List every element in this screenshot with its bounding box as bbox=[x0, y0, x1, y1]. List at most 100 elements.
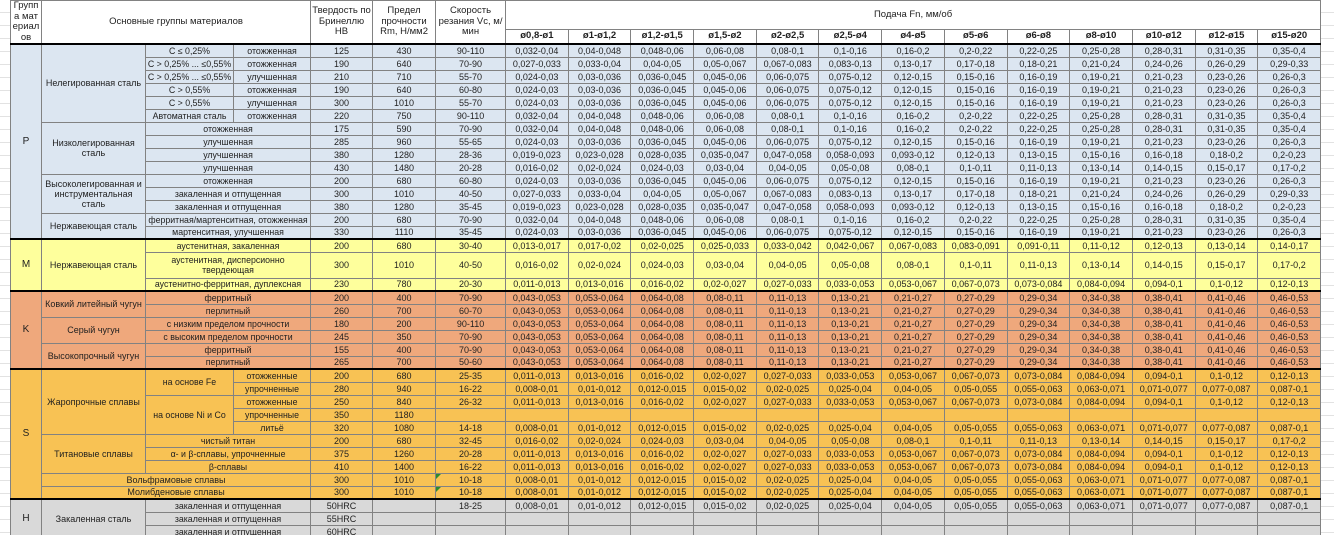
feed-cell[interactable]: 0,093-0,12 bbox=[881, 199, 945, 214]
header-feed-diameter[interactable]: ø2-ø2,5 bbox=[755, 28, 820, 45]
feed-cell[interactable]: 0,011-0,013 bbox=[505, 394, 569, 409]
feed-cell[interactable]: 0,032-0,04 bbox=[505, 212, 569, 227]
feed-cell[interactable]: 0,075-0,12 bbox=[818, 95, 883, 110]
feed-cell[interactable]: 0,02-0,025 bbox=[755, 498, 820, 513]
feed-cell[interactable]: 0,1-0,16 bbox=[818, 43, 883, 58]
feed-cell[interactable]: 0,29-0,34 bbox=[1006, 303, 1071, 318]
speed-cell[interactable]: 20-28 bbox=[435, 160, 507, 175]
feed-cell[interactable]: 0,05-0,08 bbox=[818, 160, 883, 175]
feed-cell[interactable]: 0,2-0,22 bbox=[943, 121, 1008, 136]
feed-cell[interactable]: 0,047-0,058 bbox=[755, 147, 820, 162]
feed-cell[interactable]: 0,016-0,02 bbox=[505, 433, 569, 448]
feed-cell[interactable]: 0,08-0,11 bbox=[693, 316, 757, 331]
feed-cell[interactable]: 0,094-0,1 bbox=[1131, 277, 1196, 292]
speed-cell[interactable]: 35-45 bbox=[435, 225, 507, 240]
feed-cell[interactable]: 0,05-0,055 bbox=[943, 498, 1008, 513]
speed-cell[interactable]: 90-110 bbox=[435, 316, 507, 331]
feed-cell[interactable]: 0,05-0,067 bbox=[693, 56, 757, 71]
feed-cell[interactable] bbox=[630, 524, 695, 535]
strength-cell[interactable]: 780 bbox=[372, 277, 437, 292]
feed-cell[interactable]: 0,11-0,13 bbox=[1006, 433, 1071, 448]
feed-cell[interactable]: 0,043-0,053 bbox=[505, 355, 569, 370]
group-letter-cell[interactable]: M bbox=[10, 238, 42, 292]
feed-cell[interactable]: 0,27-0,29 bbox=[943, 342, 1008, 357]
feed-cell[interactable]: 0,23-0,26 bbox=[1194, 134, 1259, 149]
feed-cell[interactable] bbox=[1069, 407, 1133, 422]
header-feed-diameter[interactable]: ø1-ø1,2 bbox=[567, 28, 632, 45]
feed-cell[interactable]: 0,024-0,03 bbox=[630, 160, 695, 175]
hardness-cell[interactable]: 410 bbox=[310, 459, 374, 474]
hardness-cell[interactable]: 175 bbox=[310, 121, 374, 136]
header-main-material-groups[interactable]: Основные группы материалов bbox=[40, 0, 312, 45]
hardness-cell[interactable]: 300 bbox=[310, 485, 374, 500]
feed-cell[interactable]: 0,19-0,21 bbox=[1069, 225, 1133, 240]
speed-cell[interactable]: 70-90 bbox=[435, 290, 507, 305]
feed-cell[interactable]: 0,46-0,53 bbox=[1257, 303, 1322, 318]
feed-cell[interactable]: 0,04-0,05 bbox=[630, 56, 695, 71]
feed-cell[interactable]: 0,094-0,1 bbox=[1131, 368, 1196, 383]
feed-cell[interactable]: 0,28-0,31 bbox=[1131, 43, 1196, 58]
feed-cell[interactable]: 0,02-0,025 bbox=[755, 381, 820, 396]
feed-cell[interactable]: 0,26-0,3 bbox=[1257, 82, 1322, 97]
feed-cell[interactable]: 0,027-0,033 bbox=[755, 368, 820, 383]
speed-cell[interactable]: 40-50 bbox=[435, 251, 507, 279]
subgroup-cell[interactable]: закаленная и отпущенная bbox=[144, 524, 312, 535]
hardness-cell[interactable]: 320 bbox=[310, 420, 374, 435]
feed-cell[interactable]: 0,01-0,012 bbox=[567, 420, 632, 435]
feed-cell[interactable]: 0,011-0,013 bbox=[505, 368, 569, 383]
feed-cell[interactable]: 0,032-0,04 bbox=[505, 43, 569, 58]
feed-cell[interactable] bbox=[1006, 511, 1071, 526]
feed-cell[interactable]: 0,053-0,067 bbox=[881, 459, 945, 474]
feed-cell[interactable]: 0,13-0,21 bbox=[818, 355, 883, 370]
feed-cell[interactable]: 0,17-0,2 bbox=[1257, 433, 1322, 448]
header-feed-diameter[interactable]: ø4-ø5 bbox=[881, 28, 945, 45]
feed-cell[interactable]: 0,19-0,21 bbox=[1069, 82, 1133, 97]
feed-cell[interactable]: 0,06-0,075 bbox=[755, 82, 820, 97]
feed-cell[interactable]: 0,17-0,2 bbox=[1257, 251, 1322, 279]
feed-cell[interactable]: 0,043-0,053 bbox=[505, 329, 569, 344]
feed-cell[interactable]: 0,25-0,28 bbox=[1069, 121, 1133, 136]
feed-cell[interactable]: 0,04-0,048 bbox=[567, 121, 632, 136]
feed-cell[interactable]: 0,19-0,21 bbox=[1069, 95, 1133, 110]
speed-cell[interactable]: 16-22 bbox=[435, 459, 507, 474]
speed-cell[interactable]: 90-110 bbox=[435, 108, 507, 123]
hardness-cell[interactable]: 350 bbox=[310, 407, 374, 422]
feed-cell[interactable]: 0,03-0,036 bbox=[567, 95, 632, 110]
feed-cell[interactable]: 0,012-0,015 bbox=[630, 381, 695, 396]
feed-cell[interactable]: 0,063-0,071 bbox=[1069, 381, 1133, 396]
subgroup-cell[interactable]: закаленная и отпущенная bbox=[144, 498, 312, 513]
feed-cell[interactable]: 0,094-0,1 bbox=[1131, 394, 1196, 409]
feed-cell[interactable]: 0,38-0,41 bbox=[1131, 303, 1196, 318]
strength-cell[interactable] bbox=[372, 524, 437, 535]
material-cell[interactable]: Низколегированная сталь bbox=[41, 121, 146, 175]
speed-cell[interactable]: 26-32 bbox=[435, 394, 507, 409]
material-cell[interactable]: Молибденовые сплавы bbox=[40, 485, 312, 500]
strength-cell[interactable]: 1280 bbox=[372, 147, 437, 162]
feed-cell[interactable]: 0,06-0,08 bbox=[693, 212, 757, 227]
feed-cell[interactable] bbox=[881, 511, 945, 526]
feed-cell[interactable]: 0,19-0,21 bbox=[1069, 134, 1133, 149]
feed-cell[interactable]: 0,02-0,024 bbox=[567, 160, 632, 175]
feed-cell[interactable]: 0,087-0,1 bbox=[1257, 420, 1322, 435]
feed-cell[interactable]: 0,036-0,045 bbox=[630, 225, 695, 240]
feed-cell[interactable]: 0,03-0,036 bbox=[567, 69, 632, 84]
feed-cell[interactable]: 0,11-0,13 bbox=[755, 355, 820, 370]
feed-cell[interactable]: 0,06-0,075 bbox=[755, 95, 820, 110]
feed-cell[interactable]: 0,033-0,042 bbox=[755, 238, 820, 253]
feed-cell[interactable]: 0,033-0,04 bbox=[567, 186, 632, 201]
feed-cell[interactable]: 0,26-0,29 bbox=[1194, 186, 1259, 201]
feed-cell[interactable]: 0,015-0,02 bbox=[693, 498, 757, 513]
feed-cell[interactable] bbox=[755, 407, 820, 422]
feed-cell[interactable]: 0,06-0,075 bbox=[755, 69, 820, 84]
feed-cell[interactable]: 0,067-0,073 bbox=[943, 277, 1008, 292]
speed-cell[interactable]: 60-80 bbox=[435, 173, 507, 188]
feed-cell[interactable]: 0,073-0,084 bbox=[1006, 394, 1071, 409]
feed-cell[interactable]: 0,17-0,18 bbox=[943, 186, 1008, 201]
feed-cell[interactable]: 0,34-0,38 bbox=[1069, 342, 1133, 357]
feed-cell[interactable]: 0,053-0,064 bbox=[567, 329, 632, 344]
feed-cell[interactable]: 0,016-0,02 bbox=[630, 368, 695, 383]
subgroup-cell[interactable]: с низким пределом прочности bbox=[144, 316, 312, 331]
feed-cell[interactable]: 0,08-0,1 bbox=[881, 433, 945, 448]
speed-cell[interactable]: 30-40 bbox=[435, 238, 507, 253]
feed-cell[interactable] bbox=[1006, 407, 1071, 422]
